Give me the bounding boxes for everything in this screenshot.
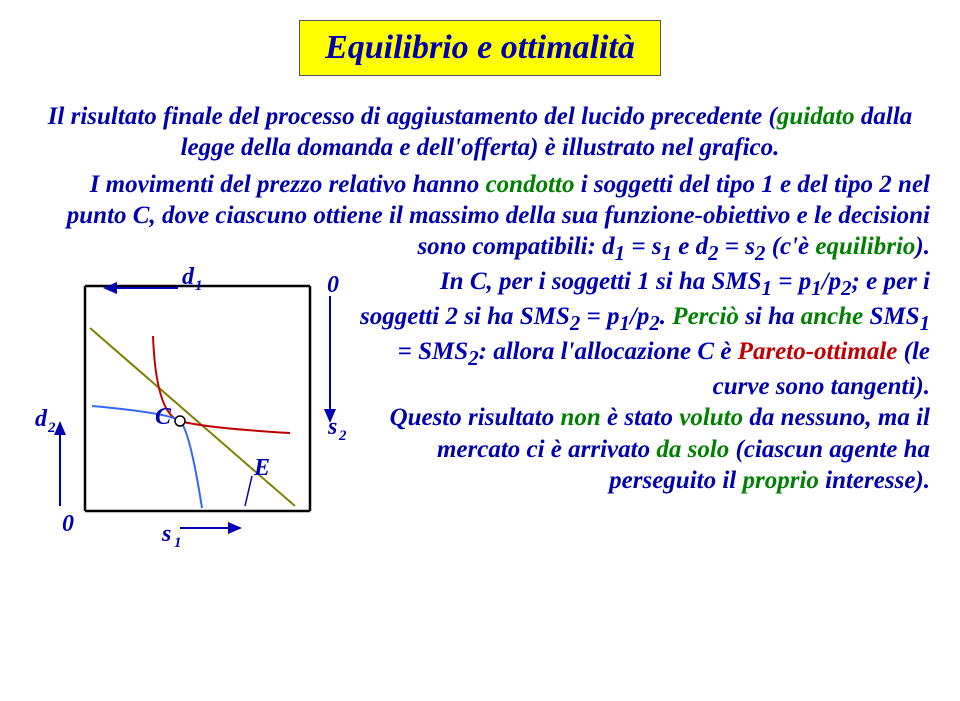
rt-SMS2: SMS: [520, 303, 570, 330]
title-container: Equilibrio e ottimalità: [30, 20, 930, 76]
rt-SMS2b: SMS: [418, 338, 468, 365]
rt-C: C: [470, 268, 487, 295]
rt: Questo risultato: [390, 404, 561, 431]
rt: è stato: [601, 404, 679, 431]
rt: .: [660, 303, 673, 330]
rt: =: [580, 303, 607, 330]
p2-text: ).: [915, 233, 930, 260]
rt-pareto: Pareto-ottimale: [738, 338, 898, 365]
rt-sub: 1: [811, 276, 821, 300]
rt-non: non: [560, 404, 600, 431]
rt-sub: 1: [762, 276, 772, 300]
rt: è: [714, 338, 738, 365]
rt: , per i soggetti 1 si ha: [487, 268, 712, 295]
rt: =: [398, 338, 419, 365]
svg-text:2: 2: [338, 428, 347, 444]
svg-text:2: 2: [47, 420, 56, 436]
content-row: d20d10s2s1CE In C, per i soggetti 1 si h…: [30, 266, 930, 571]
rt-p1b: p: [607, 303, 620, 330]
rt-SMS1: SMS: [712, 268, 762, 295]
rt: si ha: [739, 303, 801, 330]
rt-proprio: proprio: [742, 467, 818, 494]
edgeworth-box-chart: d20d10s2s1CE: [30, 266, 350, 566]
right-text-column: In C, per i soggetti 1 si ha SMS1 = p1/p…: [360, 266, 930, 496]
p2-text: = s: [719, 233, 755, 260]
p2-sub: 1: [662, 241, 672, 265]
rt: =: [772, 268, 799, 295]
rt-sub: 2: [841, 276, 851, 300]
rt-dasolo: da solo: [656, 436, 729, 463]
p2-text: = s: [625, 233, 661, 260]
rt: /p: [630, 303, 649, 330]
svg-text:E: E: [253, 455, 270, 481]
p2-C: C: [133, 202, 150, 229]
rt-sub: 2: [468, 346, 478, 370]
svg-text:0: 0: [62, 511, 74, 537]
p2-sub: 2: [755, 241, 765, 265]
rt-sub: 2: [570, 311, 580, 335]
rt-voluto: voluto: [679, 404, 743, 431]
svg-text:d: d: [35, 406, 48, 432]
rt-p1: p: [799, 268, 812, 295]
p2-d2: d: [696, 233, 709, 260]
svg-text:s: s: [161, 521, 171, 547]
right-para-2: Questo risultato non è stato voluto da n…: [360, 402, 930, 496]
rt-SMS1b: SMS: [870, 303, 920, 330]
rt: : allora l'allocazione: [479, 338, 698, 365]
p2-equilibrio: equilibrio: [815, 233, 915, 260]
svg-text:1: 1: [174, 535, 182, 551]
p2-text: I movimenti del prezzo relativo hanno: [90, 171, 486, 198]
page-title: Equilibrio e ottimalità: [299, 20, 661, 76]
intro-paragraph: Il risultato finale del processo di aggi…: [30, 101, 930, 164]
svg-text:s: s: [327, 414, 337, 440]
rt-anche: anche: [801, 303, 864, 330]
p2-sub: 2: [708, 241, 718, 265]
rt: /p: [822, 268, 841, 295]
p2-condotto: condotto: [486, 171, 575, 198]
svg-text:C: C: [155, 404, 172, 430]
svg-text:1: 1: [195, 278, 203, 294]
rt-C2: C: [697, 338, 714, 365]
chart-column: d20d10s2s1CE: [30, 266, 350, 571]
right-para-1: In C, per i soggetti 1 si ha SMS1 = p1/p…: [360, 266, 930, 402]
rt-sub: 1: [920, 311, 930, 335]
intro-highlight: guidato: [777, 103, 855, 130]
rt: In: [440, 268, 470, 295]
second-paragraph: I movimenti del prezzo relativo hanno co…: [30, 169, 930, 267]
svg-text:0: 0: [327, 272, 339, 298]
intro-text: Il risultato finale del processo di aggi…: [48, 103, 777, 130]
p2-d1: d: [602, 233, 615, 260]
svg-text:d: d: [182, 266, 195, 290]
p2-text: (c'è: [765, 233, 815, 260]
rt-percio: Perciò: [672, 303, 739, 330]
rt-sub: 1: [620, 311, 630, 335]
p2-text: e: [672, 233, 696, 260]
rt-sub: 2: [649, 311, 659, 335]
rt: interesse).: [819, 467, 930, 494]
p2-sub: 1: [615, 241, 625, 265]
